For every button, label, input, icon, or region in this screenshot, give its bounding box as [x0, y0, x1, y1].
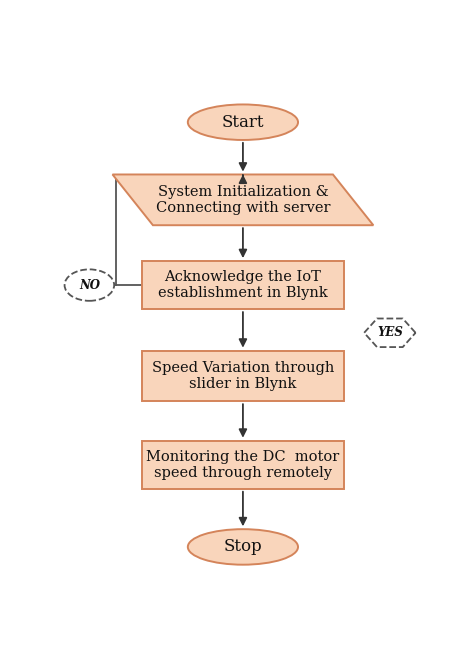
- FancyBboxPatch shape: [142, 351, 344, 401]
- Text: Start: Start: [222, 114, 264, 130]
- Text: NO: NO: [79, 279, 100, 291]
- Text: Acknowledge the IoT
establishment in Blynk: Acknowledge the IoT establishment in Bly…: [158, 270, 328, 301]
- Text: Monitoring the DC  motor
speed through remotely: Monitoring the DC motor speed through re…: [146, 449, 339, 480]
- FancyBboxPatch shape: [142, 261, 344, 309]
- Ellipse shape: [188, 105, 298, 140]
- Polygon shape: [112, 175, 374, 225]
- Text: YES: YES: [377, 326, 403, 339]
- Ellipse shape: [188, 529, 298, 565]
- FancyBboxPatch shape: [142, 441, 344, 489]
- Text: Speed Variation through
slider in Blynk: Speed Variation through slider in Blynk: [152, 361, 334, 391]
- Text: System Initialization &
Connecting with server: System Initialization & Connecting with …: [155, 185, 330, 215]
- Text: Stop: Stop: [224, 538, 262, 556]
